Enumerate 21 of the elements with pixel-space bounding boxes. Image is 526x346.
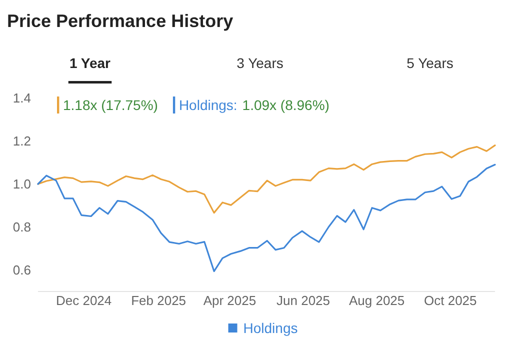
- x-tick-label: Aug 2025: [348, 293, 405, 308]
- y-tick-label: 1.4: [12, 90, 31, 106]
- y-tick-label: 0.8: [12, 220, 31, 235]
- chart-title: Price Performance History: [7, 11, 234, 31]
- x-tick-label: Oct 2025: [424, 293, 477, 308]
- y-tick-label: 0.6: [12, 262, 31, 278]
- x-tick-label: Feb 2025: [131, 293, 186, 308]
- text: 1 Year: [69, 55, 112, 71]
- line-series: [37, 164, 496, 272]
- x-tick-label: Apr 2025: [203, 293, 256, 308]
- text: 5 Years: [406, 55, 454, 71]
- legend-label: Holdings: [243, 320, 298, 336]
- annotation: Holdings:: [178, 96, 238, 113]
- text: 3 Years: [236, 55, 284, 71]
- annotation: 1.09x (8.96%): [242, 96, 330, 113]
- annotation: 1.18x (17.75%): [63, 96, 158, 113]
- y-tick-label: 1.0: [12, 176, 31, 192]
- x-tick-label: Jun 2025: [276, 293, 330, 308]
- x-tick-label: Dec 2024: [56, 293, 112, 308]
- line-series: [37, 144, 496, 214]
- y-tick-label: 1.2: [12, 134, 31, 149]
